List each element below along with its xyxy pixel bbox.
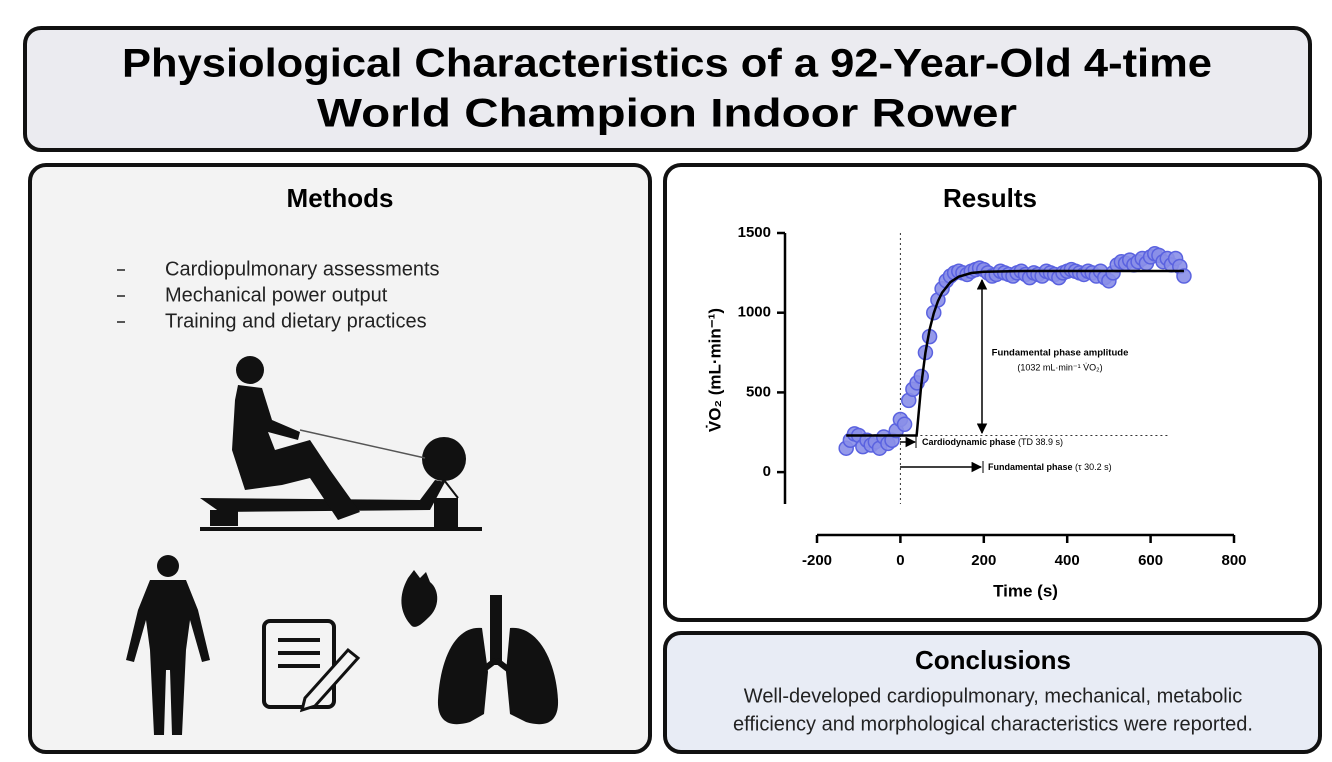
- conclusion-line: efficiency and morphological characteris…: [733, 713, 1253, 735]
- y-tick-label: 500: [746, 383, 771, 400]
- annotation: Fundamental phase amplitude: [992, 348, 1129, 359]
- method-item: Cardiopulmonary assessments: [165, 258, 440, 280]
- annotation: Cardiodynamic phase (TD 38.9 s): [922, 437, 1063, 447]
- annotation-value: (τ 30.2 s): [1073, 462, 1112, 472]
- method-item: Mechanical power output: [165, 284, 388, 306]
- chart: 0 500 1000 1500 -200 0 200 400 600 800 Time (s) V̇O…: [705, 224, 1246, 601]
- annotation: (1032 mL·min⁻¹ V̇O₂): [1017, 362, 1102, 372]
- x-tick-label: 200: [971, 552, 996, 569]
- method-item: Training and dietary practices: [165, 310, 427, 332]
- data-point: [1176, 268, 1192, 284]
- x-axis-title: Time (s): [993, 581, 1058, 600]
- data-point: [896, 416, 913, 433]
- x-tick-label: -200: [802, 552, 832, 569]
- annotation-value: (TD 38.9 s): [1016, 437, 1064, 447]
- y-tick-label: 1000: [738, 304, 771, 321]
- document-icon: [262, 619, 361, 713]
- y-tick-label: 0: [763, 463, 771, 480]
- conclusion-line: Well-developed cardiopulmonary, mechanic…: [744, 685, 1242, 707]
- conclusions-box: [663, 631, 1322, 754]
- annotation-name: Fundamental phase: [988, 462, 1073, 472]
- methods-title: Methods: [287, 183, 394, 213]
- results-title: Results: [943, 183, 1037, 213]
- x-tick-label: 400: [1055, 552, 1080, 569]
- lungs-icon: [437, 595, 559, 725]
- body-icon: [126, 555, 210, 735]
- annotation-name: Cardiodynamic phase: [922, 437, 1016, 447]
- x-tick-label: 800: [1221, 552, 1246, 569]
- annotation-arrows: [900, 278, 988, 473]
- title-box: [23, 26, 1312, 152]
- title-line: World Champion Indoor Rower: [317, 92, 1017, 136]
- results-box: [663, 163, 1322, 622]
- y-axis-title: V̇O₂ (mL·min⁻¹): [705, 308, 724, 432]
- conclusions-title: Conclusions: [915, 645, 1071, 675]
- annotation: Fundamental phase (τ 30.2 s): [988, 462, 1112, 472]
- x-tick-label: 0: [896, 552, 904, 569]
- fit-curve: [846, 269, 1184, 437]
- heart-icon: [401, 570, 438, 627]
- y-tick-label: 1500: [738, 224, 771, 241]
- x-tick-label: 600: [1138, 552, 1163, 569]
- title-line: Physiological Characteristics of a 92-Ye…: [122, 42, 1212, 86]
- rower-icon: [200, 356, 482, 531]
- methods-list: Cardiopulmonary assessments Mechanical p…: [117, 258, 440, 332]
